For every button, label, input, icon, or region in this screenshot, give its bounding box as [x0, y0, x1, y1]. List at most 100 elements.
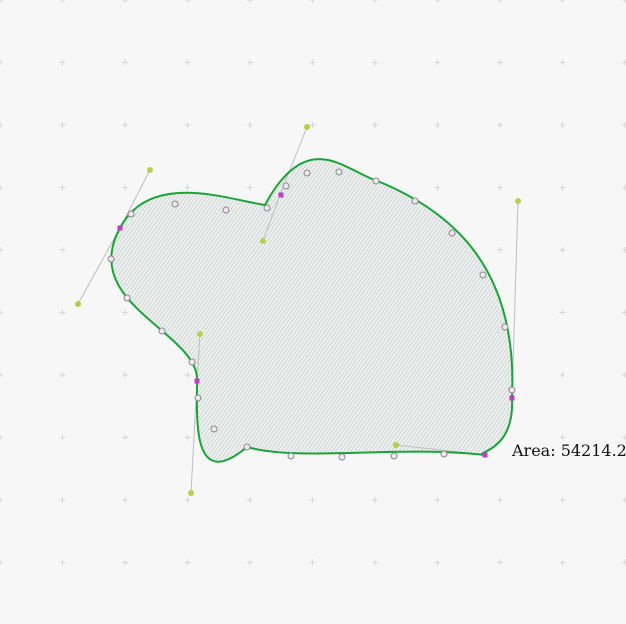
grid-cross: [622, 122, 626, 128]
grid-cross: [122, 559, 128, 566]
control-handle-icon[interactable]: [147, 167, 153, 173]
sample-point-icon: [508, 386, 516, 394]
grid-cross: [122, 434, 128, 441]
grid-cross: [434, 0, 441, 3]
sample-point-icon: [440, 450, 448, 458]
grid-cross: [0, 122, 3, 128]
grid-cross: [122, 59, 128, 66]
grid-cross: [59, 372, 66, 378]
grid-cross: [622, 372, 626, 378]
grid-cross: [309, 559, 316, 566]
grid-cross: [622, 309, 626, 316]
grid-cross: [247, 184, 253, 191]
anchor-point-icon[interactable]: [509, 395, 515, 401]
grid-cross: [59, 122, 66, 128]
control-handle-icon[interactable]: [304, 124, 310, 130]
grid-cross: [559, 309, 566, 316]
grid-cross: [59, 559, 66, 566]
grid-cross: [0, 247, 3, 253]
grid-cross: [0, 372, 3, 378]
grid-cross: [247, 559, 253, 566]
handle-line: [77, 227, 121, 305]
sample-point-icon: [303, 169, 311, 177]
grid-cross: [559, 559, 566, 566]
grid-cross: [184, 372, 191, 378]
control-handle-icon[interactable]: [515, 198, 521, 204]
grid-cross: [59, 309, 66, 316]
grid-cross: [622, 0, 626, 3]
sample-point-icon: [158, 327, 166, 335]
control-handle-icon[interactable]: [260, 238, 266, 244]
grid-cross: [0, 559, 3, 566]
grid-cross: [372, 497, 378, 503]
grid-cross: [184, 184, 191, 191]
grid-cross: [0, 0, 3, 3]
grid-cross: [372, 59, 378, 66]
grid-cross: [622, 247, 626, 253]
grid-cross: [622, 59, 626, 66]
anchor-points[interactable]: [117, 192, 515, 458]
anchor-point-icon[interactable]: [482, 452, 488, 458]
grid-cross: [309, 497, 316, 503]
sample-point-icon: [338, 453, 346, 461]
sample-point-icon: [287, 452, 295, 460]
area-readout: Area: 54214.2: [512, 441, 626, 460]
grid-cross: [622, 497, 626, 503]
grid-cross: [497, 247, 503, 253]
grid-cross: [559, 434, 566, 441]
grid-cross: [122, 122, 128, 128]
sample-point-icon: [372, 177, 380, 185]
sample-point-icon: [107, 255, 115, 263]
grid-cross: [372, 122, 378, 128]
sample-point-icon: [194, 394, 202, 402]
grid-cross: [184, 59, 191, 66]
sample-point-icon: [501, 323, 509, 331]
grid-cross: [559, 497, 566, 503]
grid-cross: [497, 122, 503, 128]
grid-cross: [559, 247, 566, 253]
sample-point-icon: [282, 182, 290, 190]
grid-cross: [434, 122, 441, 128]
sample-point-icon: [222, 206, 230, 214]
grid-cross: [559, 184, 566, 191]
grid-cross: [622, 559, 626, 566]
grid-cross: [497, 184, 503, 191]
sample-point-icon: [171, 200, 179, 208]
grid-cross: [184, 122, 191, 128]
grid-cross: [122, 372, 128, 378]
grid-cross: [559, 59, 566, 66]
grid-cross: [559, 122, 566, 128]
sample-point-icon: [123, 294, 131, 302]
grid-cross: [497, 59, 503, 66]
grid-cross: [247, 497, 253, 503]
sample-points: [107, 168, 516, 461]
grid-cross: [559, 372, 566, 378]
sample-point-icon: [390, 452, 398, 460]
grid-cross: [559, 0, 566, 3]
handle-line: [511, 200, 519, 399]
grid-cross: [184, 559, 191, 566]
sample-point-icon: [210, 425, 218, 433]
anchor-point-icon[interactable]: [194, 378, 200, 384]
grid-cross: [372, 0, 378, 3]
grid-cross: [309, 122, 316, 128]
control-handle-icon[interactable]: [75, 301, 81, 307]
grid-cross: [59, 0, 66, 3]
anchor-point-icon[interactable]: [278, 192, 284, 198]
anchor-point-icon[interactable]: [117, 225, 123, 231]
grid-cross: [59, 184, 66, 191]
grid-cross: [0, 59, 3, 66]
control-handle-icon[interactable]: [188, 490, 194, 496]
grid-cross: [184, 0, 191, 3]
control-handle-icon[interactable]: [197, 331, 203, 337]
grid-cross: [122, 0, 128, 3]
grid-cross: [122, 309, 128, 316]
grid-cross: [497, 0, 503, 3]
sample-point-icon: [411, 197, 419, 205]
control-handle-icon[interactable]: [393, 442, 399, 448]
sample-point-icon: [188, 358, 196, 366]
grid-cross: [184, 497, 191, 503]
grid-cross: [622, 184, 626, 191]
grid-cross: [0, 497, 3, 503]
